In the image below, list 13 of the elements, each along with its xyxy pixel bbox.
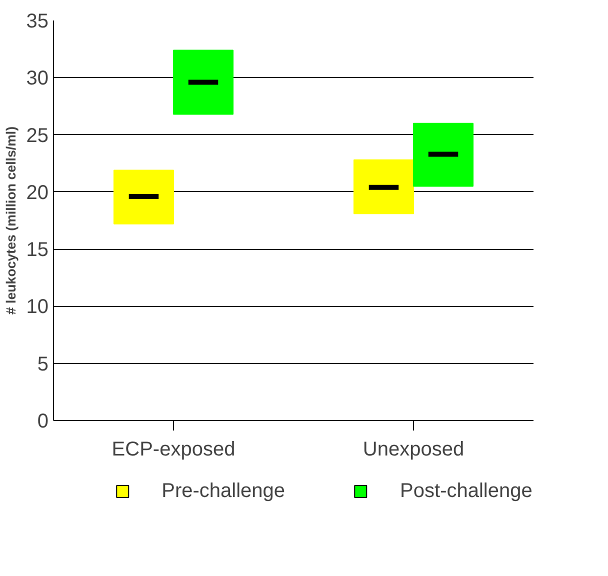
y-tick-label: 30 [26, 68, 49, 90]
legend-label: Pre-challenge [162, 480, 286, 502]
x-tick-label: ECP-exposed [112, 438, 236, 460]
y-tick-label: 20 [26, 182, 49, 204]
y-tick-label: 35 [26, 10, 49, 32]
y-tick-label: 0 [37, 410, 48, 432]
x-tick-label: Unexposed [362, 438, 464, 460]
legend-label: Post-challenge [400, 480, 532, 502]
y-axis-title: # leukocytes (million cells/ml) [3, 126, 18, 315]
y-tick-label: 25 [26, 124, 49, 147]
y-tick-label: 15 [26, 239, 49, 262]
y-tick-label: 10 [26, 296, 49, 318]
y-tick-label: 5 [37, 353, 48, 376]
